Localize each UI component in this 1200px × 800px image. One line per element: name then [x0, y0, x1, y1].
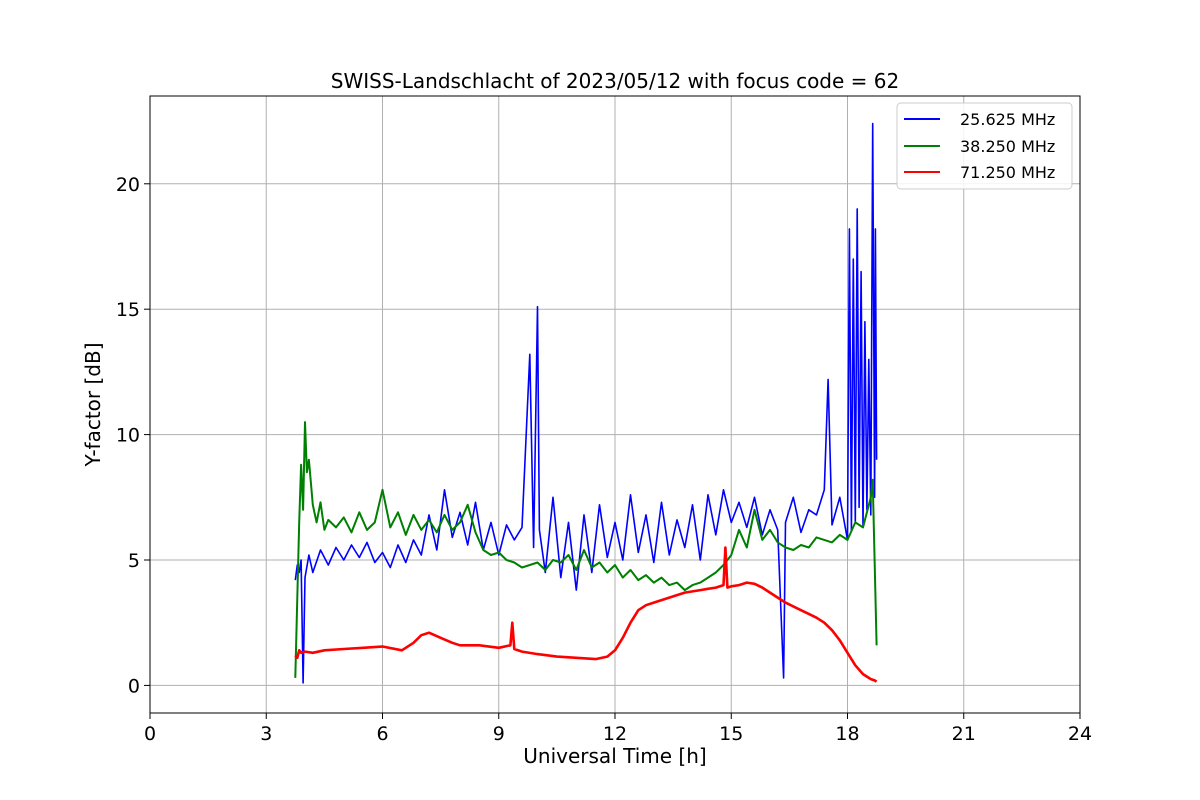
y-tick-label: 0: [128, 675, 140, 697]
legend-label-25-625: 25.625 MHz: [960, 110, 1055, 129]
x-tick-label: 3: [260, 723, 272, 745]
x-tick-label: 21: [952, 723, 976, 745]
legend-label-38-250: 38.250 MHz: [960, 137, 1055, 156]
x-tick-label: 12: [603, 723, 627, 745]
axis-ticks: 0 3 6 9 12 15 18 21 24 0 5 10 15 20: [116, 174, 1092, 745]
legend-box: [896, 102, 1073, 190]
x-tick-label: 24: [1068, 723, 1092, 745]
x-tick-label: 6: [376, 723, 388, 745]
y-tick-label: 15: [116, 299, 140, 321]
x-axis-label: Universal Time [h]: [523, 744, 706, 768]
series-line-38-250-mhz: [294, 421, 878, 678]
legend: 25.625 MHz 38.250 MHz 71.250 MHz: [896, 102, 1073, 190]
x-tick-label: 0: [144, 723, 156, 745]
y-axis-label: Y-factor [dB]: [81, 342, 105, 467]
chart-title: SWISS-Landschlacht of 2023/05/12 with fo…: [331, 69, 899, 93]
x-tick-label: 9: [493, 723, 505, 745]
series-line-71-250-mhz: [294, 546, 878, 683]
y-tick-label: 20: [116, 174, 140, 196]
y-tick-label: 10: [116, 425, 140, 447]
x-tick-label: 15: [719, 723, 743, 745]
y-tick-label: 5: [128, 550, 140, 572]
series-lines: [294, 122, 878, 684]
x-tick-label: 18: [835, 723, 859, 745]
legend-label-71-250: 71.250 MHz: [960, 163, 1055, 182]
